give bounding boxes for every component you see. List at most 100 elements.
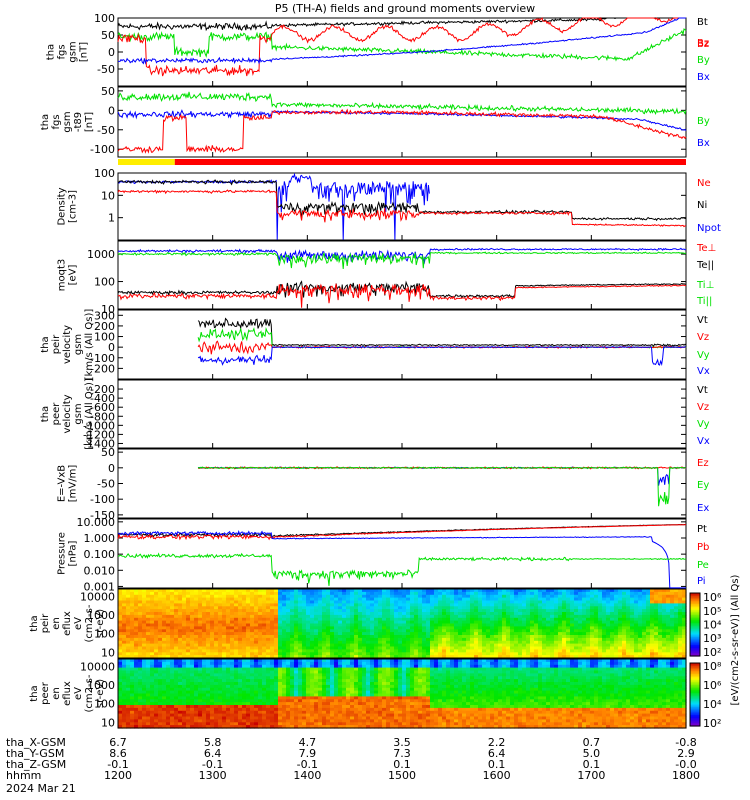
spectrogram-cell bbox=[138, 600, 143, 604]
spectrogram-cell bbox=[310, 679, 315, 683]
spectrogram-cell bbox=[358, 649, 363, 653]
spectrogram-cell bbox=[282, 702, 287, 706]
spectrogram-cell bbox=[138, 603, 143, 607]
spectrogram-cell bbox=[262, 612, 267, 616]
spectrogram-cell bbox=[222, 670, 227, 674]
spectrogram-cell bbox=[594, 597, 599, 602]
spectrogram-cell bbox=[342, 637, 347, 642]
spectrogram-cell bbox=[286, 693, 291, 697]
spectrogram-cell bbox=[598, 629, 603, 633]
spectrogram-cell bbox=[578, 652, 583, 656]
spectrogram-cell bbox=[614, 617, 619, 622]
spectrogram-cell bbox=[230, 676, 235, 680]
spectrogram-cell bbox=[334, 612, 339, 616]
spectrogram-cell bbox=[198, 612, 203, 616]
spectrogram-cell bbox=[134, 632, 139, 636]
spectrogram-cell bbox=[598, 626, 603, 630]
spectrogram-cell bbox=[134, 705, 139, 709]
spectrogram-cell bbox=[466, 591, 471, 596]
spectrogram-cell bbox=[390, 594, 395, 599]
spectrogram-cell bbox=[622, 646, 627, 650]
spectrogram-cell bbox=[666, 623, 671, 627]
spectrogram-cell bbox=[474, 612, 479, 616]
trace-Bz bbox=[117, 16, 686, 77]
spectrogram-cell bbox=[322, 614, 327, 619]
spectrogram-cell bbox=[462, 594, 467, 599]
spectrogram-cell bbox=[214, 699, 219, 703]
spectrogram-cell bbox=[218, 600, 223, 604]
spectrogram-cell bbox=[258, 710, 263, 715]
spectrogram-cell bbox=[242, 591, 247, 596]
spectrogram-cell bbox=[278, 640, 283, 645]
spectrogram-cell bbox=[666, 655, 671, 659]
spectrogram-cell bbox=[294, 591, 299, 596]
spectrogram-cell bbox=[338, 620, 343, 625]
spectrogram-cell bbox=[286, 722, 291, 726]
spectrogram-cell bbox=[278, 696, 283, 700]
spectrogram-cell bbox=[298, 614, 303, 619]
spectrogram-cell bbox=[146, 676, 151, 680]
spectrogram-cell bbox=[238, 617, 243, 622]
spectrogram-cell bbox=[474, 623, 479, 627]
spectrogram-cell bbox=[598, 652, 603, 656]
spectrogram-cell bbox=[226, 702, 231, 706]
spectrogram-cell bbox=[182, 696, 187, 700]
spectrogram-cell bbox=[258, 617, 263, 622]
spectrogram-cell bbox=[122, 690, 127, 695]
spectrogram-cell bbox=[302, 690, 307, 695]
spectrogram-cell bbox=[430, 594, 435, 599]
ytick-label-temperature: 1000 bbox=[87, 248, 115, 261]
spectrogram-cell bbox=[630, 620, 635, 625]
spectrogram-cell bbox=[570, 606, 575, 610]
spectrogram-cell bbox=[330, 661, 335, 666]
spectrogram-cell bbox=[186, 643, 191, 648]
spectrogram-cell bbox=[178, 620, 183, 625]
spectrogram-cell bbox=[386, 626, 391, 630]
spectrogram-cell bbox=[158, 655, 163, 659]
spectrogram-cell bbox=[446, 635, 451, 639]
spectrogram-cell bbox=[374, 609, 379, 613]
spectrogram-cell bbox=[670, 629, 675, 633]
spectrogram-cell bbox=[566, 589, 571, 593]
spectrogram-cell bbox=[510, 623, 515, 627]
spectrogram-cell bbox=[138, 702, 143, 706]
spectrogram-cell bbox=[434, 632, 439, 636]
spectrogram-cell bbox=[494, 591, 499, 596]
spectrogram-cell bbox=[118, 600, 123, 604]
spectrogram-cell bbox=[174, 667, 179, 672]
spectrogram-cell bbox=[414, 640, 419, 645]
spectrogram-cell bbox=[146, 594, 151, 599]
spectrogram-cell bbox=[542, 620, 547, 625]
spectrogram-cell bbox=[326, 591, 331, 596]
spectrogram-cell bbox=[562, 589, 567, 593]
spectrogram-cell bbox=[586, 614, 591, 619]
spectrogram-cell bbox=[126, 649, 131, 653]
spectrogram-cell bbox=[202, 667, 207, 672]
spectrogram-cell bbox=[234, 620, 239, 625]
spectrogram-cell bbox=[526, 629, 531, 633]
spectrogram-cell bbox=[410, 640, 415, 645]
spectrogram-cell bbox=[246, 684, 251, 689]
spectrogram-cell bbox=[326, 710, 331, 715]
spectrogram-cell bbox=[258, 725, 263, 729]
spectrogram-cell bbox=[342, 643, 347, 648]
spectrogram-cell bbox=[278, 687, 283, 692]
spectrogram-cell bbox=[446, 589, 451, 593]
spectrogram-cell bbox=[474, 626, 479, 630]
spectrogram-cell bbox=[422, 606, 427, 610]
spectrogram-cell bbox=[462, 614, 467, 619]
spectrogram-cell bbox=[530, 594, 535, 599]
spectrogram-cell bbox=[210, 682, 215, 686]
spectrogram-cell bbox=[350, 620, 355, 625]
spectrogram-cell bbox=[590, 609, 595, 613]
spectrogram-cell bbox=[178, 640, 183, 645]
spectrogram-cell bbox=[458, 632, 463, 636]
spectrogram-cell bbox=[598, 594, 603, 599]
spectrogram-cell bbox=[202, 690, 207, 695]
spectrogram-cell bbox=[314, 617, 319, 622]
spectrogram-cell bbox=[210, 713, 215, 718]
spectrogram-cell bbox=[370, 600, 375, 604]
spectrogram-cell bbox=[362, 623, 367, 627]
spectrogram-cell bbox=[254, 589, 259, 593]
spectrogram-cell bbox=[342, 617, 347, 622]
